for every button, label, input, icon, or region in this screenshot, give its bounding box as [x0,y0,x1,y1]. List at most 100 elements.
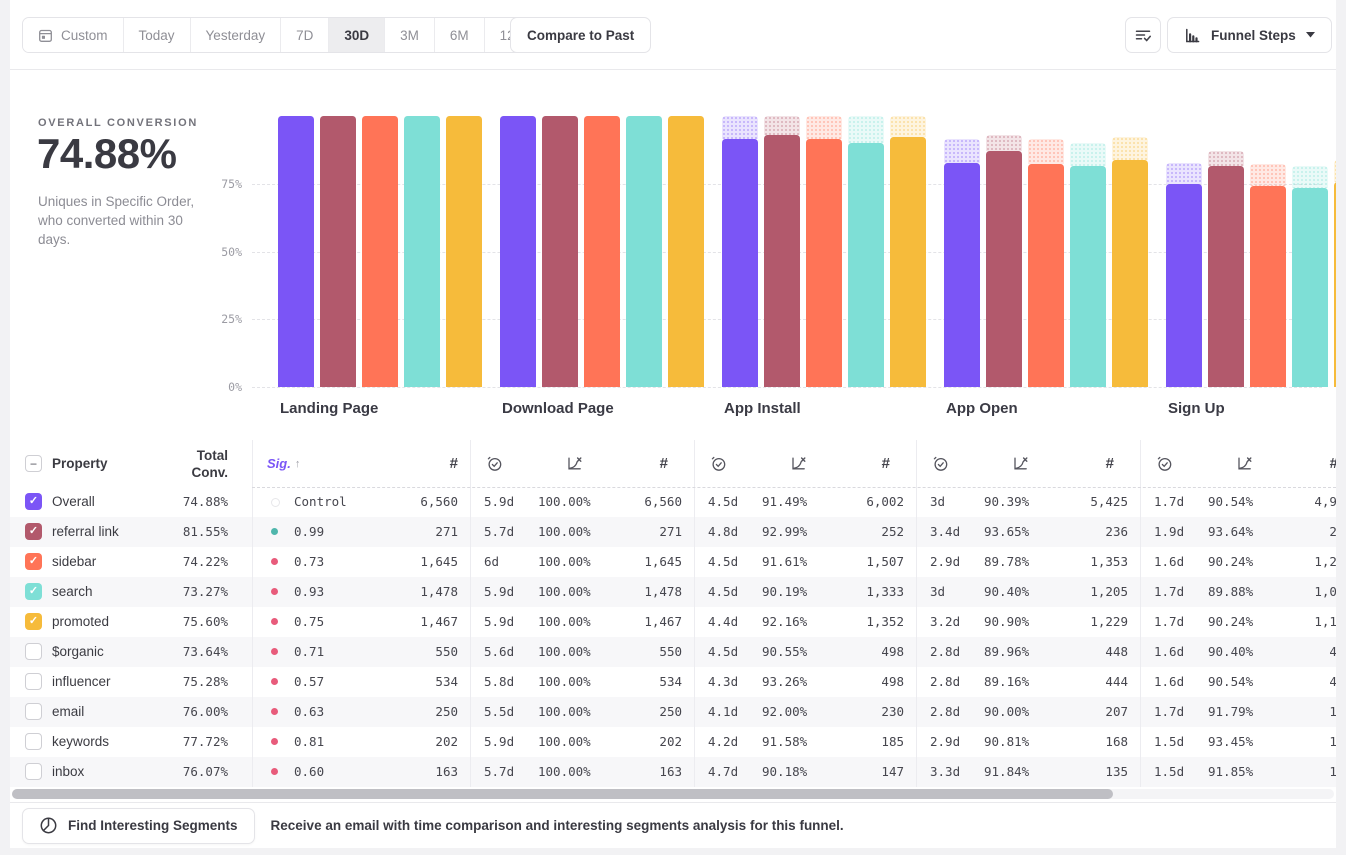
row-checkbox-influencer[interactable] [25,673,42,690]
row-checkbox-promoted[interactable]: ✓ [25,613,42,630]
cell-sig-value: 0.57 [294,674,325,689]
cell-conversion: 90.54% [1208,674,1254,689]
cell-count: 1,467 [644,614,682,629]
bar-search-app-install[interactable] [848,142,884,387]
row-label-email: email [52,704,85,719]
cell-time: 4.5d [708,554,739,569]
bar-dropoff-cap-sidebar-sign-up [1250,164,1286,186]
row-checkbox-keywords[interactable] [25,733,42,750]
cell-time: 3d [930,584,946,599]
scrollbar-thumb[interactable] [12,789,1113,799]
bar-promoted-sign-up[interactable] [1334,182,1336,387]
cell-sig-value: 0.60 [294,764,325,779]
bar-referral-link-landing-page[interactable] [320,116,356,387]
bar-promoted-app-open[interactable] [1112,159,1148,387]
stopwatch-check-icon [486,455,503,472]
bar-overall-sign-up[interactable] [1166,184,1202,387]
bar-overall-app-install[interactable] [722,139,758,387]
cell-count: 1,221 [1314,554,1336,569]
cell-time: 4.5d [708,644,739,659]
sort-by-time-button[interactable] [1156,455,1173,472]
bar-sidebar-landing-page[interactable] [362,116,398,387]
horizontal-scrollbar[interactable] [12,789,1334,799]
date-range-today[interactable]: Today [123,18,191,52]
cell-time: 1.7d [1154,494,1185,509]
cell-time: 3.4d [930,524,961,539]
column-header-count[interactable]: # [659,455,668,472]
row-checkbox-search[interactable]: ✓ [25,583,42,600]
bar-promoted-app-install[interactable] [890,137,926,387]
bar-referral-link-download-page[interactable] [542,116,578,387]
cell-conversion: 91.61% [762,554,808,569]
sig-dot-low [271,738,278,745]
cell-count: 250 [435,704,458,719]
bar-promoted-download-page[interactable] [668,116,704,387]
bar-search-landing-page[interactable] [404,116,440,387]
bar-sidebar-app-install[interactable] [806,138,842,387]
cell-count: 1,205 [1090,584,1128,599]
row-checkbox-inbox[interactable] [25,763,42,780]
date-range-yesterday[interactable]: Yesterday [190,18,282,52]
row-checkbox-sidebar[interactable]: ✓ [25,553,42,570]
select-all-checkbox[interactable]: − [25,455,42,472]
cell-sig-value: 0.75 [294,614,325,629]
date-range-6m[interactable]: 6M [434,18,485,52]
bar-referral-link-app-open[interactable] [986,151,1022,387]
sort-by-conversion-button[interactable] [790,455,807,472]
bar-dropoff-cap-sidebar-app-open [1028,138,1064,165]
column-header-count[interactable]: # [1105,455,1114,472]
check-icon: ✓ [28,555,39,567]
column-header-count[interactable]: # [449,455,458,472]
cell-count: 1,467 [420,614,458,629]
bar-search-app-open[interactable] [1070,166,1106,387]
chart-options-button[interactable] [1125,17,1161,53]
bar-referral-link-sign-up[interactable] [1208,165,1244,387]
column-header-count[interactable]: # [881,455,890,472]
bar-sidebar-download-page[interactable] [584,116,620,387]
bar-dropoff-cap-search-app-open [1070,142,1106,167]
cell-count: 202 [435,734,458,749]
column-divider [694,440,695,787]
bar-sidebar-app-open[interactable] [1028,164,1064,387]
column-header-total-conv[interactable]: Total Conv. [191,448,229,480]
sort-by-time-button[interactable] [932,455,949,472]
date-range-label: 3M [400,27,419,43]
bar-overall-app-open[interactable] [944,162,980,387]
column-header-sig[interactable]: Sig. ↑ [267,440,300,487]
date-range-label: Today [138,27,175,43]
bar-overall-download-page[interactable] [500,116,536,387]
y-axis-tick: 75% [221,176,242,191]
bar-dropoff-cap-overall-app-install [722,116,758,140]
cell-conversion: 91.49% [762,494,808,509]
view-selector-button[interactable]: Funnel Steps [1167,17,1332,53]
date-range-3m[interactable]: 3M [385,18,435,52]
row-checkbox-overall[interactable]: ✓ [25,493,42,510]
bar-referral-link-app-install[interactable] [764,134,800,387]
sort-by-time-button[interactable] [486,455,503,472]
cell-conversion: 91.79% [1208,704,1254,719]
column-header-property[interactable]: Property [52,456,108,471]
sort-by-conversion-button[interactable] [566,455,583,472]
bar-sidebar-sign-up[interactable] [1250,185,1286,387]
date-range-custom[interactable]: Custom [23,18,124,52]
row-checkbox-organic[interactable] [25,643,42,660]
sort-by-conversion-button[interactable] [1236,455,1253,472]
date-range-7d[interactable]: 7D [281,18,330,52]
cell-count: 1,229 [1090,614,1128,629]
column-divider [252,440,253,787]
row-checkbox-referral-link[interactable]: ✓ [25,523,42,540]
bar-promoted-landing-page[interactable] [446,116,482,387]
bar-overall-landing-page[interactable] [278,116,314,387]
sort-by-conversion-button[interactable] [1012,455,1029,472]
date-range-30d[interactable]: 30D [329,18,386,52]
column-header-count[interactable]: # [1294,440,1336,487]
row-checkbox-email[interactable] [25,703,42,720]
cell-time: 1.7d [1154,614,1185,629]
compare-to-past-button[interactable]: Compare to Past [510,17,652,53]
find-interesting-segments-button[interactable]: Find Interesting Segments [22,807,255,844]
cell-count: 202 [659,734,682,749]
bar-search-sign-up[interactable] [1292,188,1328,387]
cell-conversion: 90.00% [984,704,1030,719]
sort-by-time-button[interactable] [710,455,727,472]
bar-search-download-page[interactable] [626,116,662,387]
